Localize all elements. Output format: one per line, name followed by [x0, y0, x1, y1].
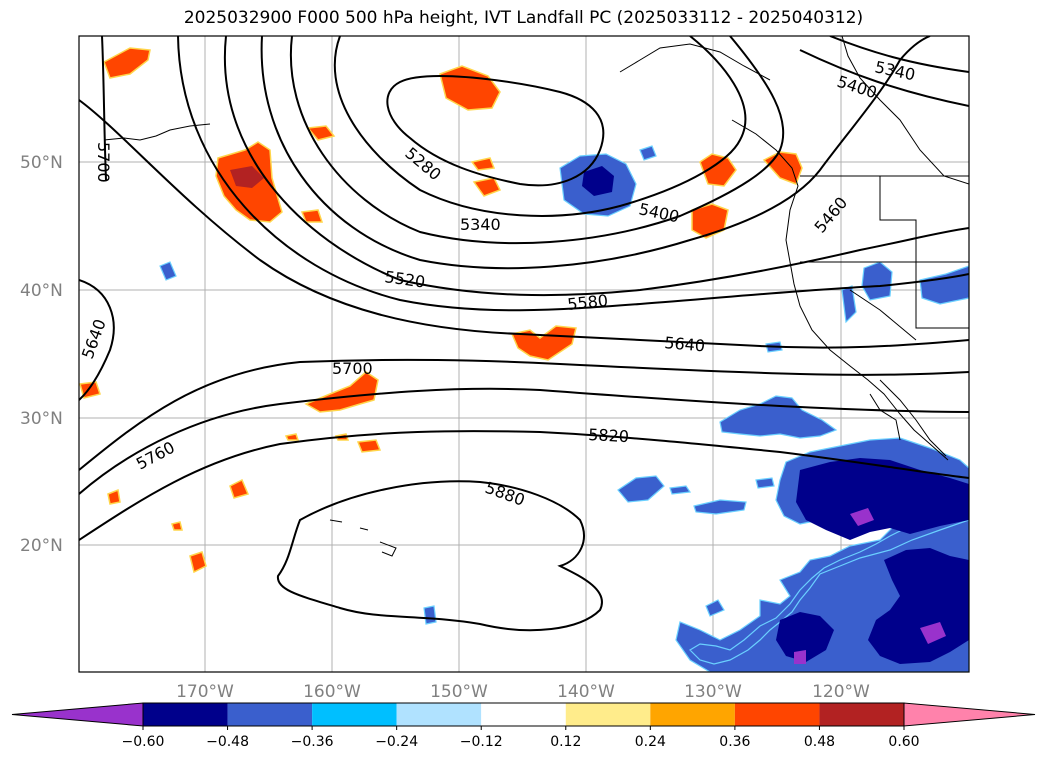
- colorbar-tick-label: −0.48: [206, 734, 249, 750]
- colorbar-swatch: [650, 703, 735, 726]
- longitude-labels: 170°W 160°W 150°W 140°W 130°W 120°W: [176, 682, 870, 702]
- colorbar-extend-low: [11, 702, 144, 727]
- contour-5700-left: [101, 36, 107, 181]
- contour-5460: [260, 36, 931, 270]
- map-plot-area: 5280 5340 5340 5400 5400 5460 5520 5580 …: [78, 36, 969, 672]
- contour-5880: [276, 480, 603, 632]
- contour-5580: [177, 36, 969, 312]
- contour-label: 5340: [460, 215, 501, 234]
- colorbar-frame: [142, 702, 905, 727]
- lon-label: 150°W: [430, 682, 488, 702]
- height-contours: [79, 36, 969, 632]
- contour-5640-main: [79, 99, 969, 349]
- colorbar-tick-label: 0.36: [719, 734, 750, 750]
- colorbar-swatch: [565, 703, 651, 726]
- contour-5520: [223, 36, 969, 297]
- coastlines: [103, 36, 969, 557]
- colorbar-tick-label: −0.12: [460, 734, 503, 750]
- contour-labels: 5280 5340 5340 5400 5400 5460 5520 5580 …: [78, 57, 917, 510]
- map-gridlines: [79, 36, 969, 672]
- contour-5640: [79, 279, 115, 401]
- colorbar-tick-label: −0.60: [122, 734, 165, 750]
- contour-label: 5460: [811, 193, 852, 236]
- colorbar-tick-label: −0.36: [291, 734, 334, 750]
- contour-5340-inner: [333, 36, 747, 217]
- contour-label: 5880: [483, 478, 528, 510]
- contour-label: 5580: [566, 291, 608, 314]
- colorbar-swatch: [734, 703, 820, 726]
- lon-label: 140°W: [557, 682, 615, 702]
- negative-anomaly-shading: [159, 145, 969, 672]
- contour-label: 5520: [383, 267, 426, 291]
- colorbar-tick-label: −0.24: [375, 734, 418, 750]
- colorbar-swatch: [396, 703, 482, 726]
- lon-label: 160°W: [303, 682, 361, 702]
- contour-label: 5400: [637, 199, 681, 226]
- colorbar-swatch: [227, 703, 313, 726]
- colorbar-tick-label: 0.24: [635, 734, 666, 750]
- latitude-labels: 50°N 40°N 30°N 20°N: [20, 153, 63, 556]
- contour-5340-outer: [829, 36, 969, 73]
- lat-label: 20°N: [20, 536, 63, 556]
- contour-label: 5700: [332, 359, 373, 378]
- contour-5280: [386, 74, 605, 187]
- contour-label: 5700: [94, 142, 113, 183]
- lon-label: 170°W: [176, 682, 234, 702]
- colorbar: −0.60 −0.48 −0.36 −0.24 −0.12 0.12 0.24 0.36 0.4…: [11, 702, 1036, 750]
- colorbar-swatch: [143, 703, 228, 726]
- contour-5820: [79, 430, 969, 541]
- lat-label: 50°N: [20, 153, 63, 173]
- map-frame: [78, 35, 970, 673]
- colorbar-tick-label: 0.48: [804, 734, 835, 750]
- colorbar-tick-label: 0.12: [550, 734, 581, 750]
- contour-5400-outer: [799, 49, 969, 107]
- contour-label: 5280: [401, 144, 444, 185]
- colorbar-swatch: [312, 703, 397, 726]
- colorbar-tick-label: 0.60: [888, 734, 919, 750]
- lat-label: 30°N: [20, 409, 63, 429]
- colorbar-swatch: [481, 703, 566, 726]
- contour-5700: [79, 358, 969, 471]
- colorbar-extend-high: [903, 702, 1036, 727]
- lat-label: 40°N: [20, 281, 63, 301]
- lon-label: 130°W: [684, 682, 742, 702]
- lon-label: 120°W: [812, 682, 870, 702]
- colorbar-swatch: [819, 703, 904, 726]
- contour-label: 5640: [78, 317, 110, 362]
- contour-label: 5640: [664, 333, 706, 355]
- map-title: 2025032900 F000 500 hPa height, IVT Land…: [183, 8, 864, 28]
- contour-label: 5820: [588, 425, 630, 446]
- contour-5760: [79, 387, 969, 495]
- contour-5400-inner: [289, 36, 785, 245]
